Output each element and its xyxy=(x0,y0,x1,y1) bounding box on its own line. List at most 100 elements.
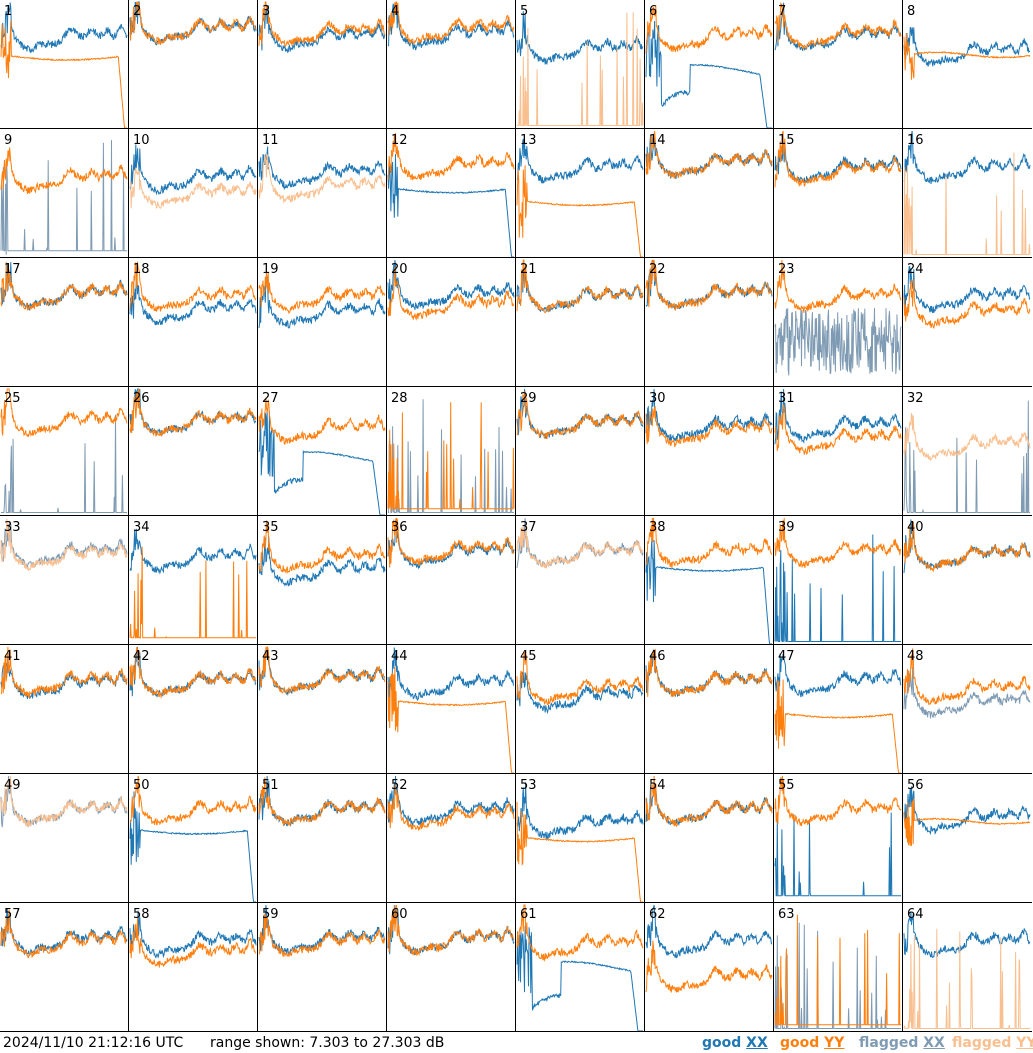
panel-6-xx-line xyxy=(645,20,772,129)
antenna-panel-43: 43 xyxy=(258,646,386,697)
panel-44-xx-line xyxy=(387,647,514,702)
panel-64-yy-line xyxy=(903,928,1030,1029)
panel-8-xx-line xyxy=(903,26,1031,67)
panel-38-label: 38 xyxy=(649,520,666,535)
panel-47-label: 47 xyxy=(778,649,795,664)
antenna-panel-50: 50 xyxy=(129,775,257,903)
panel-52-xx-line xyxy=(387,775,515,826)
legend-flagged-yy-pol: YY xyxy=(1016,1035,1033,1051)
panel-3-xx-line xyxy=(258,5,386,54)
panel-2-xx-line xyxy=(129,1,257,46)
antenna-panel-36: 36 xyxy=(387,517,515,570)
antenna-panel-16: 16 xyxy=(903,130,1031,255)
panel-17-label: 17 xyxy=(4,262,21,277)
panel-13-label: 13 xyxy=(520,133,537,148)
panel-34-label: 34 xyxy=(133,520,150,535)
panel-16-yy-line xyxy=(903,152,1031,255)
panel-48-yy-line xyxy=(903,648,1031,705)
panel-23-xx-line xyxy=(774,308,902,376)
panel-58-label: 58 xyxy=(133,907,150,922)
panel-19-xx-line xyxy=(258,273,386,329)
panel-7-label: 7 xyxy=(778,4,786,19)
panel-10-yy-line xyxy=(129,167,257,209)
antenna-panel-42: 42 xyxy=(129,646,257,699)
panel-38-yy-line xyxy=(645,517,773,568)
antenna-panel-5: 5 xyxy=(516,4,644,126)
legend-flagged-yy-label: flagged xyxy=(952,1035,1012,1051)
panel-31-xx-line xyxy=(774,388,902,445)
panel-42-yy-line xyxy=(129,646,257,699)
antenna-panel-39: 39 xyxy=(774,517,901,642)
panel-21-yy-line xyxy=(516,259,644,314)
legend-good-xx-pol: XX xyxy=(746,1035,768,1051)
panel-36-label: 36 xyxy=(391,520,408,535)
timestamp-label: 2024/11/10 21:12:16 UTC xyxy=(3,1035,184,1051)
antenna-panel-28: 28 xyxy=(387,391,515,513)
antenna-panel-21: 21 xyxy=(516,259,644,314)
panel-26-yy-line xyxy=(129,388,257,438)
antenna-panel-3: 3 xyxy=(258,1,386,54)
panel-55-yy-line xyxy=(774,775,902,827)
panel-48-label: 48 xyxy=(907,649,924,664)
panel-59-yy-line xyxy=(258,913,386,958)
antenna-panel-19: 19 xyxy=(258,262,386,329)
panel-36-yy-line xyxy=(387,517,515,568)
panel-24-label: 24 xyxy=(907,262,924,277)
antenna-panel-45: 45 xyxy=(516,649,644,715)
antenna-panel-48: 48 xyxy=(903,648,1031,719)
antenna-panel-4: 4 xyxy=(387,1,515,51)
panel-50-yy-line xyxy=(129,775,257,826)
panel-22-yy-line xyxy=(645,259,773,311)
panel-14-yy-line xyxy=(645,130,773,180)
panel-13-yy-line xyxy=(516,165,643,258)
panel-61-yy-line xyxy=(516,904,644,962)
panel-22-label: 22 xyxy=(649,262,666,277)
legend-good-yy-pol: YY xyxy=(824,1035,845,1051)
panel-50-xx-line xyxy=(129,791,256,903)
panel-9-xx-line xyxy=(0,140,127,255)
panel-39-label: 39 xyxy=(778,520,795,535)
panel-18-xx-line xyxy=(129,271,257,326)
panel-14-label: 14 xyxy=(649,133,666,148)
panel-47-xx-line xyxy=(774,653,902,698)
panel-45-xx-line xyxy=(516,671,644,715)
panel-45-label: 45 xyxy=(520,649,537,664)
panel-55-label: 55 xyxy=(778,778,795,793)
antenna-panel-59: 59 xyxy=(258,905,386,958)
panel-44-yy-line xyxy=(387,666,514,774)
antenna-panel-20: 20 xyxy=(387,259,515,321)
panel-50-label: 50 xyxy=(133,778,150,793)
antenna-panel-2: 2 xyxy=(129,1,257,46)
antenna-panel-47: 47 xyxy=(774,649,902,774)
antenna-panel-63: 63 xyxy=(774,907,901,1029)
panel-2-yy-line xyxy=(129,1,256,45)
panel-17-yy-line xyxy=(0,261,128,311)
panel-19-yy-line xyxy=(258,270,386,315)
antenna-panel-22: 22 xyxy=(645,259,773,311)
antenna-panel-38: 38 xyxy=(645,517,773,645)
panel-27-yy-line xyxy=(258,397,386,445)
panel-29-yy-line xyxy=(516,390,644,440)
panel-38-xx-line xyxy=(645,538,772,645)
panel-1-yy-line xyxy=(0,20,127,129)
panel-46-yy-line xyxy=(645,648,773,698)
panel-23-yy-line xyxy=(774,259,902,313)
range-label: range shown: 7.303 to 27.303 dB xyxy=(210,1035,445,1051)
panel-16-label: 16 xyxy=(907,133,924,148)
panel-53-xx-line xyxy=(516,782,644,840)
antenna-panel-34: 34 xyxy=(129,520,257,640)
panel-43-label: 43 xyxy=(262,649,279,664)
antenna-panel-11: 11 xyxy=(258,133,386,204)
panel-12-label: 12 xyxy=(391,133,408,148)
panel-5-yy-line xyxy=(517,12,644,126)
panel-21-label: 21 xyxy=(520,262,537,277)
antenna-panel-27: 27 xyxy=(258,391,386,516)
legend-good-yy-label: good xyxy=(780,1035,820,1051)
antenna-panel-61: 61 xyxy=(516,904,644,1032)
antenna-panel-8: 8 xyxy=(903,4,1031,80)
panel-39-xx-line xyxy=(774,534,901,642)
antenna-panel-32: 32 xyxy=(903,391,1031,513)
panel-51-yy-line xyxy=(258,777,386,827)
antenna-panel-37: 37 xyxy=(516,517,644,569)
panel-12-xx-line xyxy=(387,154,514,258)
